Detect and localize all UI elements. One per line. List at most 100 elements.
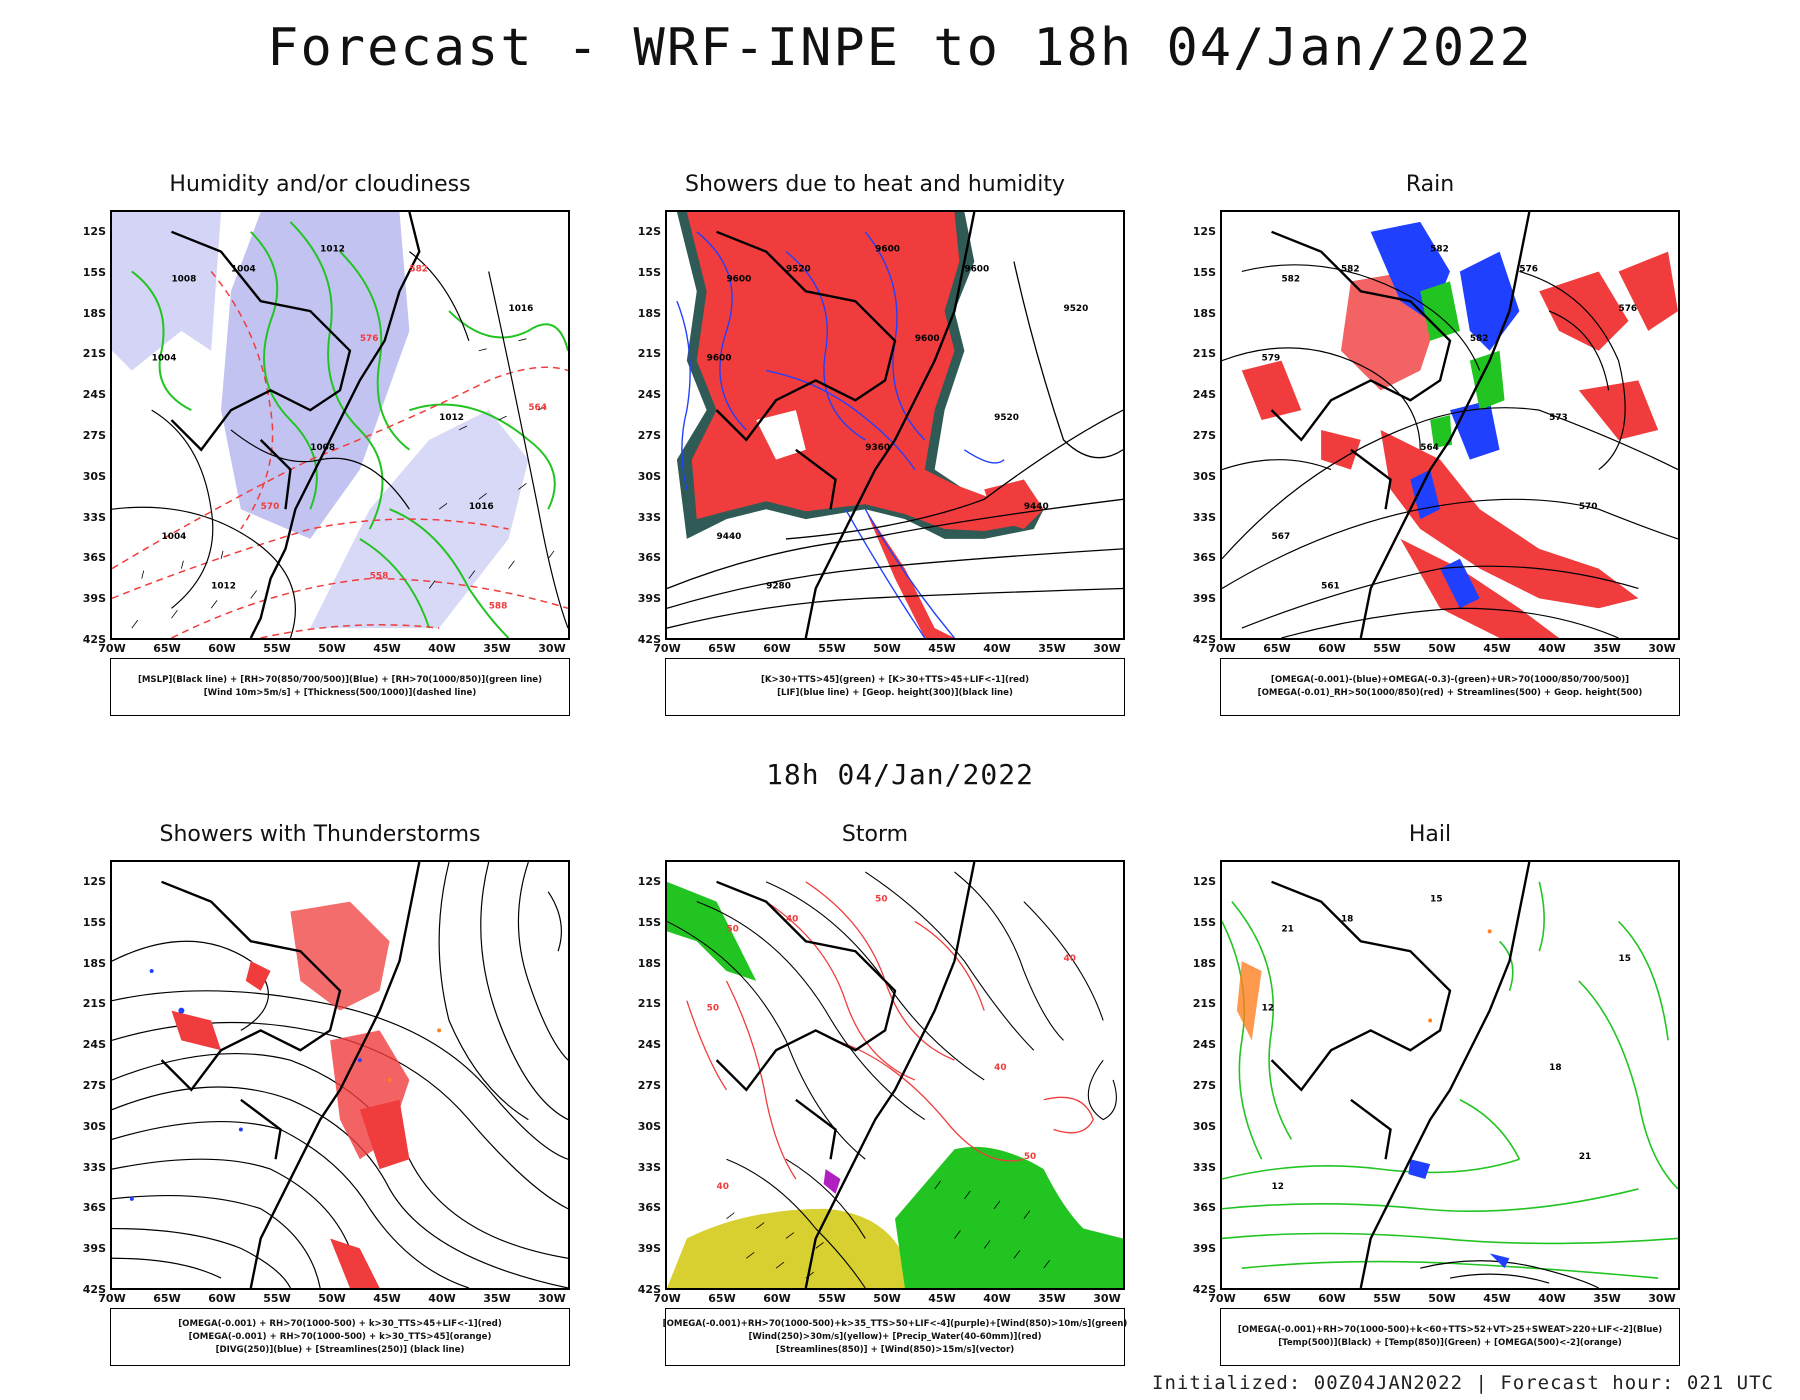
lat-tick-label: 24S (82, 388, 106, 402)
lat-tick-label: 24S (1192, 388, 1216, 402)
lat-tick-label: 12S (637, 225, 661, 238)
contour-label: 576 (1619, 304, 1638, 314)
lat-tick-label: 42S (1192, 1283, 1216, 1296)
contour-label: 40 (786, 914, 798, 924)
lat-tick-label: 15S (1192, 915, 1216, 929)
panel-storm: Storm 12S 15S 18S 21S 24S 27S 30S 33S 36S 39S 42S (625, 822, 1127, 1382)
contour-label: 40 (994, 1063, 1006, 1073)
lon-tick-label: 60W (1318, 1292, 1346, 1305)
lat-tick-label: 12S (637, 875, 661, 888)
lon-tick-label: 70W (98, 1292, 126, 1305)
main-title: Forecast - WRF-INPE to 18h 04/Jan/2022 (267, 18, 1533, 78)
lon-tick-label: 55W (1373, 1292, 1401, 1305)
lat-tick-label: 18S (1192, 956, 1216, 970)
legend-line: [Wind(250)>30m/s](yellow)+ [Precip_Water… (748, 1331, 1042, 1342)
lon-tick-label: 65W (153, 1292, 181, 1305)
lon-tick-label: 45W (373, 1292, 401, 1305)
map-plot: 582 582 582 579 576 573 570 567 564 561 582 576 (1222, 212, 1678, 638)
lat-tick-label: 27S (637, 1079, 661, 1092)
contour-label: 15 (1619, 954, 1631, 964)
latitude-axis: 12S 15S 18S 21S 24S 27S 30S 33S 36S 39S 42S (70, 860, 108, 1296)
lat-tick-label: 33S (82, 510, 106, 524)
panel-humidity: Humidity and/or cloudiness 12S 15S 18S 21S 2… (70, 172, 570, 732)
lat-tick-label: 39S (637, 592, 661, 606)
lat-tick-label: 12S (82, 875, 106, 888)
contour-label: 40 (717, 1182, 729, 1192)
contour-label: 582 (1430, 245, 1449, 255)
map-plot: 9600 9520 9600 9600 9520 9520 9440 9440 9360 9280… (667, 212, 1123, 638)
contour-label: 582 (1470, 334, 1489, 344)
contour-label: 9520 (786, 264, 811, 274)
lon-tick-label: 35W (483, 1292, 511, 1305)
contour-label: 588 (489, 601, 508, 611)
latitude-axis: 12S 15S 18S 21S 24S 27S 30S 33S 36S 39S 42S (1180, 210, 1218, 646)
legend-line: [K>30+TTS>45](green) + [K>30+TTS>45+LIF<… (760, 675, 1030, 685)
lat-tick-label: 36S (637, 551, 661, 565)
lat-tick-label: 27S (1192, 1079, 1216, 1092)
contour-label: 9600 (875, 245, 900, 255)
map-plot: 21 18 15 12 15 18 21 12 (1222, 862, 1678, 1288)
lat-tick-label: 36S (82, 1201, 106, 1215)
contour-label: 12 (1272, 1182, 1284, 1192)
contour-label: 9600 (915, 334, 940, 344)
contour-label: 1004 (162, 532, 187, 542)
lon-tick-label: 45W (373, 642, 401, 655)
lat-tick-label: 27S (82, 1079, 106, 1092)
lat-tick-label: 30S (1192, 1119, 1216, 1133)
lat-tick-label: 42S (637, 1283, 661, 1296)
contour-label: 573 (1549, 413, 1568, 423)
lat-tick-label: 42S (82, 633, 106, 646)
panel-legend: [OMEGA(-0.001)+RH>70(1000-500)+k<60+TTS>… (1220, 1308, 1680, 1366)
lon-tick-label: 70W (653, 1292, 681, 1305)
longitude-axis: 70W 65W 60W 55W 50W 45W 40W 35W 30W (98, 642, 570, 658)
lat-tick-label: 24S (1192, 1038, 1216, 1052)
map-thunderstorms (110, 860, 570, 1290)
lat-tick-label: 39S (82, 592, 106, 606)
map-hail: 21 18 15 12 15 18 21 12 (1220, 860, 1680, 1290)
lon-tick-label: 55W (1373, 642, 1401, 655)
lon-tick-label: 50W (1428, 642, 1456, 655)
panel-title: Showers with Thunderstorms (159, 822, 481, 847)
lon-tick-label: 65W (153, 642, 181, 655)
panel-thunderstorms: Showers with Thunderstorms 12S 15S 18S 21S 2… (70, 822, 570, 1382)
contour-label: 15 (1430, 895, 1442, 905)
lat-tick-label: 33S (637, 1160, 661, 1174)
lon-tick-label: 45W (928, 1292, 956, 1305)
panel-showers-heat: Showers due to heat and humidity 12S 15S 1… (625, 172, 1125, 732)
contour-label: 1008 (310, 443, 335, 453)
lat-tick-label: 36S (637, 1201, 661, 1215)
lat-tick-label: 30S (82, 469, 106, 483)
lon-tick-label: 70W (653, 642, 681, 655)
lon-tick-label: 35W (1593, 1292, 1621, 1305)
panel-title: Rain (1405, 172, 1455, 197)
lat-tick-label: 33S (637, 510, 661, 524)
map-showers-heat: 9600 9520 9600 9600 9520 9520 9440 9440 9360 9280… (665, 210, 1125, 640)
lat-tick-label: 33S (1192, 510, 1216, 524)
latitude-axis: 12S 15S 18S 21S 24S 27S 30S 33S 36S 39S 42S (1180, 860, 1218, 1296)
lon-tick-label: 55W (818, 1292, 846, 1305)
lon-tick-label: 60W (208, 1292, 236, 1305)
map-storm: 50 40 50 50 40 40 50 40 (665, 860, 1125, 1290)
lon-tick-label: 30W (538, 1292, 566, 1305)
lat-tick-label: 24S (637, 1038, 661, 1052)
contour-label: 582 (1281, 274, 1300, 284)
legend-line: [Streamlines(850)] + [Wind(850)>15m/s](v… (775, 1344, 1015, 1355)
lon-tick-label: 65W (708, 1292, 736, 1305)
contour-label: 576 (360, 334, 379, 344)
longitude-axis: 70W 65W 60W 55W 50W 45W 40W 35W 30W (1208, 1292, 1680, 1308)
lat-tick-label: 27S (82, 429, 106, 442)
contour-label: 9520 (994, 413, 1019, 423)
lat-tick-label: 30S (637, 469, 661, 483)
panel-title: Humidity and/or cloudiness (169, 172, 471, 197)
footer-initialized: Initialized: 00Z04JAN2022 | Forecast hou… (1152, 1372, 1774, 1394)
lon-tick-label: 30W (1093, 642, 1121, 655)
contour-label: 50 (1024, 1152, 1036, 1162)
lon-tick-label: 35W (1593, 642, 1621, 655)
lat-tick-label: 36S (1192, 551, 1216, 565)
lon-tick-label: 50W (873, 1292, 901, 1305)
lon-tick-label: 30W (1093, 1292, 1121, 1305)
lat-tick-label: 39S (1192, 1242, 1216, 1256)
lon-tick-label: 65W (1263, 1292, 1291, 1305)
legend-line: [LIF](blue line) + [Geop. height(300)](b… (777, 688, 1013, 698)
lon-tick-label: 40W (983, 1292, 1011, 1305)
